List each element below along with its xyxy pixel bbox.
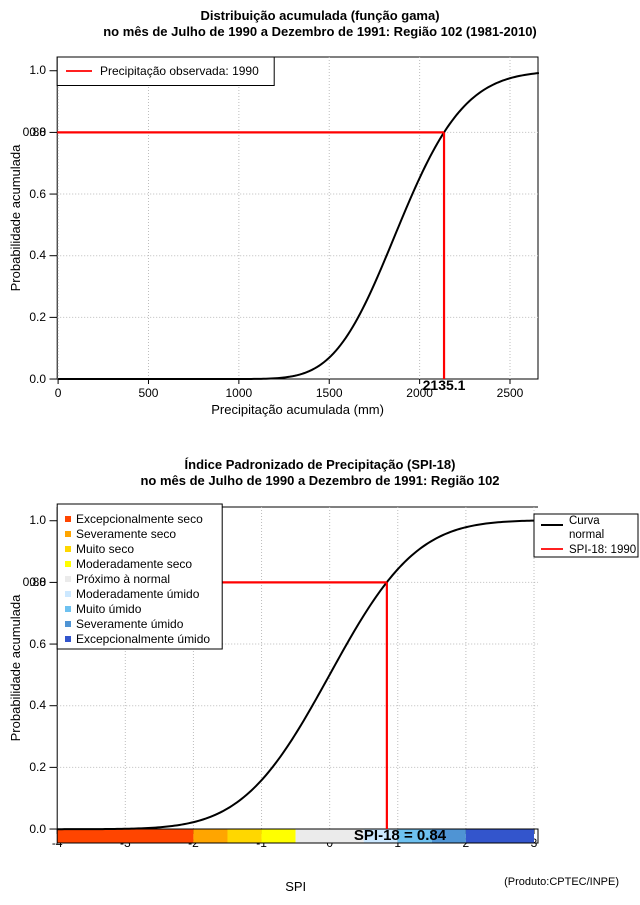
svg-text:Muito úmido: Muito úmido	[76, 602, 142, 616]
svg-text:Precipitação observada: 1990: Precipitação observada: 1990	[100, 64, 259, 78]
svg-text:Severamente seco: Severamente seco	[76, 527, 176, 541]
svg-text:0.0: 0.0	[29, 822, 46, 836]
svg-text:2500: 2500	[497, 386, 524, 400]
svg-text:Distribuição acumulada (função: Distribuição acumulada (função gama)	[200, 8, 439, 23]
svg-text:0.6: 0.6	[29, 187, 46, 201]
svg-text:Probabilidade acumulada: Probabilidade acumulada	[8, 594, 23, 741]
svg-text:1.0: 1.0	[29, 513, 46, 527]
svg-text:no mês de Julho de 1990 a Deze: no mês de Julho de 1990 a Dezembro de 19…	[140, 473, 499, 488]
svg-text:1000: 1000	[226, 386, 253, 400]
svg-text:0.80: 0.80	[23, 125, 47, 139]
svg-text:Curva: Curva	[569, 515, 600, 527]
svg-text:Próximo à normal: Próximo à normal	[76, 572, 170, 586]
svg-text:Moderadamente seco: Moderadamente seco	[76, 557, 192, 571]
svg-text:(Produto:CPTEC/INPE): (Produto:CPTEC/INPE)	[504, 876, 619, 888]
svg-text:0: 0	[55, 386, 62, 400]
svg-text:0.2: 0.2	[29, 760, 46, 774]
svg-text:0.6: 0.6	[29, 637, 46, 651]
svg-text:0.2: 0.2	[29, 310, 46, 324]
svg-text:0.0: 0.0	[29, 372, 46, 386]
svg-text:1.0: 1.0	[29, 63, 46, 77]
svg-text:0.80: 0.80	[23, 575, 47, 589]
svg-text:Muito seco: Muito seco	[76, 542, 134, 556]
svg-text:Excepcionalmente úmido: Excepcionalmente úmido	[76, 632, 210, 646]
svg-text:0.4: 0.4	[29, 698, 46, 712]
svg-text:0.4: 0.4	[29, 248, 46, 262]
svg-text:1500: 1500	[316, 386, 343, 400]
svg-text:SPI: SPI	[285, 879, 306, 894]
svg-text:SPI-18 = 0.84: SPI-18 = 0.84	[354, 827, 447, 844]
svg-text:Índice Padronizado de Precipit: Índice Padronizado de Precipitação (SPI-…	[185, 457, 456, 472]
svg-text:SPI-18: 1990: SPI-18: 1990	[569, 544, 636, 556]
svg-text:normal: normal	[569, 529, 604, 541]
svg-text:Severamente úmido: Severamente úmido	[76, 617, 184, 631]
svg-text:Excepcionalmente seco: Excepcionalmente seco	[76, 512, 203, 526]
svg-text:no mês de Julho de 1990 a Deze: no mês de Julho de 1990 a Dezembro de 19…	[103, 24, 537, 39]
svg-text:Probabilidade acumulada: Probabilidade acumulada	[8, 144, 23, 291]
svg-text:Precipitação acumulada (mm): Precipitação acumulada (mm)	[211, 402, 384, 417]
svg-text:2135.1: 2135.1	[423, 377, 466, 393]
svg-text:Moderadamente úmido: Moderadamente úmido	[76, 587, 200, 601]
svg-text:500: 500	[138, 386, 158, 400]
